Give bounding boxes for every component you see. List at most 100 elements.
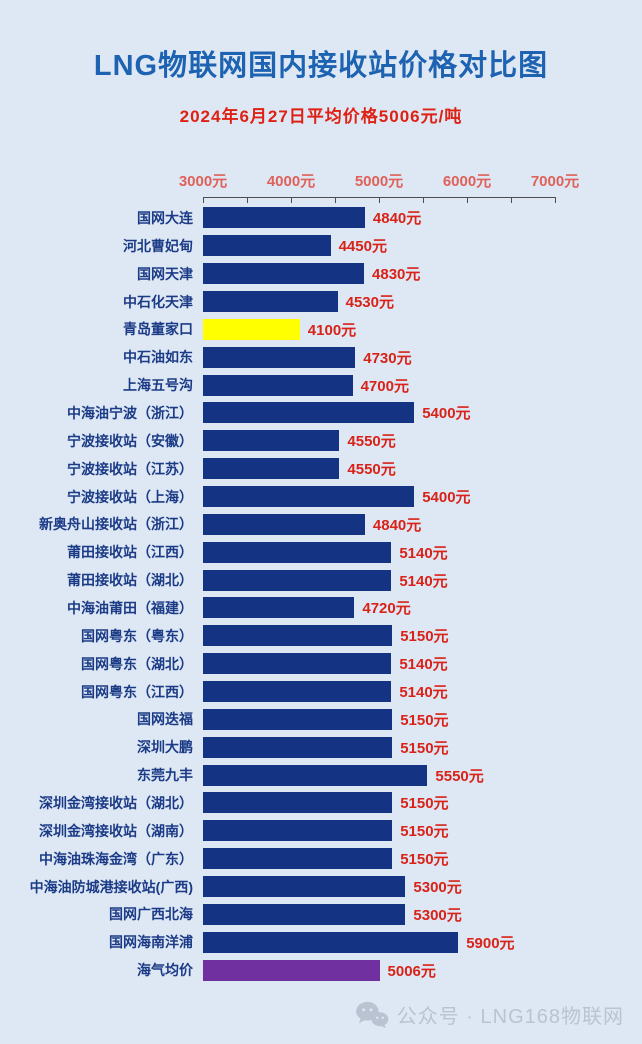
footer-text: 公众号 · LNG168物联网 bbox=[396, 1006, 624, 1028]
x-axis-tick-mark bbox=[247, 198, 248, 203]
bar bbox=[203, 291, 338, 312]
bar-label: 中海油莆田（福建） bbox=[67, 599, 193, 616]
bar-row: 国网粤东（粤东） 5150元 bbox=[0, 622, 642, 650]
bar-label: 国网粤东（粤东） bbox=[81, 627, 193, 644]
bar bbox=[203, 346, 356, 368]
bar bbox=[203, 625, 393, 647]
bar-row: 深圳大鹏 5150元 bbox=[0, 733, 642, 761]
bar-value: 4530元 bbox=[345, 294, 394, 311]
bar-row: 深圳金湾接收站（湖南） 5150元 bbox=[0, 817, 642, 845]
bar-value: 4720元 bbox=[362, 600, 411, 618]
bar-row: 中海油宁波（浙江） 5400元 bbox=[0, 399, 642, 427]
bar-label: 国网粤东（江西） bbox=[81, 683, 193, 700]
x-axis-tick-mark bbox=[423, 198, 424, 203]
bar bbox=[203, 876, 406, 898]
bar-label: 中石油如东 bbox=[123, 349, 193, 366]
bar-row: 中海油莆田（福建） 4720元 bbox=[0, 594, 642, 622]
bar bbox=[203, 207, 365, 229]
bar bbox=[203, 792, 393, 814]
bar bbox=[203, 708, 393, 730]
bar-row: 河北曹妃甸 4450元 bbox=[0, 232, 642, 260]
bar-value: 5140元 bbox=[399, 684, 448, 702]
bar-label: 东莞九丰 bbox=[137, 767, 193, 784]
bar-label: 莆田接收站（江西） bbox=[67, 544, 193, 561]
bar-label: 宁波接收站（安徽） bbox=[67, 432, 193, 449]
bar bbox=[203, 764, 428, 786]
bar-value: 4730元 bbox=[363, 349, 412, 367]
bar-label: 深圳金湾接收站（湖南） bbox=[39, 822, 193, 839]
bar-label: 国网海南洋浦 bbox=[109, 934, 193, 951]
bar bbox=[203, 486, 415, 508]
bar-label: 河北曹妃甸 bbox=[123, 237, 193, 254]
bar-value: 5140元 bbox=[399, 544, 448, 562]
bar-value: 5150元 bbox=[400, 851, 449, 869]
x-axis-tick-mark bbox=[555, 198, 556, 203]
bar-row: 中海油珠海金湾（广东） 5150元 bbox=[0, 845, 642, 873]
bar-row: 莆田接收站（湖北） 5140元 bbox=[0, 566, 642, 594]
bar-row: 国网天津 4830元 bbox=[0, 260, 642, 288]
bar bbox=[203, 931, 459, 953]
bar-row: 莆田接收站（江西） 5140元 bbox=[0, 538, 642, 566]
bar-row: 宁波接收站（上海） 5400元 bbox=[0, 483, 642, 511]
bar-value: 4550元 bbox=[347, 461, 396, 479]
bar bbox=[203, 263, 365, 285]
bar-row: 中石油如东 4730元 bbox=[0, 343, 642, 371]
bar-label: 国网粤东（湖北） bbox=[81, 655, 193, 672]
bar-value: 5900元 bbox=[466, 934, 515, 952]
x-axis-tick-mark bbox=[379, 198, 380, 203]
bar-label: 国网迭福 bbox=[137, 711, 193, 728]
bar bbox=[203, 736, 393, 758]
bar-row: 东莞九丰 5550元 bbox=[0, 761, 642, 789]
bar-value: 5400元 bbox=[422, 405, 471, 423]
bar bbox=[203, 903, 406, 925]
bar-label: 国网大连 bbox=[137, 209, 193, 226]
bar bbox=[203, 374, 353, 396]
bar-row: 国网广西北海 5300元 bbox=[0, 900, 642, 928]
x-axis-tick-label: 7000元 bbox=[530, 173, 580, 190]
x-axis-tick-mark bbox=[335, 198, 336, 203]
bar-value: 5150元 bbox=[400, 628, 449, 646]
x-axis-tick-mark bbox=[511, 198, 512, 203]
bar-value: 4550元 bbox=[347, 433, 396, 451]
bar bbox=[203, 318, 300, 340]
bar-value: 5400元 bbox=[422, 489, 471, 507]
bar bbox=[203, 458, 340, 480]
bar-row: 国网粤东（湖北） 5140元 bbox=[0, 650, 642, 678]
x-axis-tick-labels: 3000元 4000元 5000元 6000元 7000元 bbox=[179, 170, 579, 190]
x-axis-line bbox=[203, 197, 556, 203]
bar-rows: 国网大连 4840元 河北曹妃甸 4450元 国网天津 4830元 中石化天津 … bbox=[0, 204, 642, 984]
bar bbox=[203, 653, 392, 675]
bar-label: 宁波接收站（上海） bbox=[67, 488, 193, 505]
bar-row: 宁波接收站（安徽） 4550元 bbox=[0, 427, 642, 455]
x-axis-tick-mark bbox=[203, 198, 204, 203]
bar-label: 宁波接收站（江苏） bbox=[67, 460, 193, 477]
bar-row: 新奥舟山接收站（浙江） 4840元 bbox=[0, 510, 642, 538]
x-axis-tick-label: 5000元 bbox=[354, 173, 404, 190]
bar-row: 青岛董家口 4100元 bbox=[0, 315, 642, 343]
bar-value: 4830元 bbox=[372, 266, 421, 284]
bar-row: 国网海南洋浦 5900元 bbox=[0, 928, 642, 956]
bar-value: 5150元 bbox=[400, 711, 449, 729]
bar bbox=[203, 848, 393, 870]
chart-subtitle: 2024年6月27日平均价格5006元/吨 bbox=[179, 107, 463, 126]
wechat-icon bbox=[355, 1001, 389, 1029]
chart-title: LNG物联网国内接收站价格对比图 bbox=[93, 50, 549, 82]
bar-value: 4840元 bbox=[372, 210, 422, 228]
bar bbox=[203, 820, 393, 842]
bar-value: 5150元 bbox=[400, 823, 449, 841]
bar-label: 中海油宁波（浙江） bbox=[67, 404, 193, 421]
bar bbox=[203, 569, 392, 591]
bar-value: 5300元 bbox=[413, 906, 462, 924]
bar bbox=[203, 597, 355, 619]
bar-label: 中石化天津 bbox=[123, 293, 193, 310]
bar-label: 国网天津 bbox=[137, 265, 193, 282]
footer-watermark: 公众号 · LNG168物联网 bbox=[355, 1000, 624, 1029]
x-axis-tick-mark bbox=[467, 198, 468, 203]
bar-row: 国网迭福 5150元 bbox=[0, 705, 642, 733]
bar bbox=[203, 513, 365, 535]
bar-label: 中海油防城港接收站(广西) bbox=[29, 878, 193, 895]
bar-value: 5150元 bbox=[400, 795, 449, 813]
bar-row: 国网大连 4840元 bbox=[0, 204, 642, 232]
bar-value: 5300元 bbox=[413, 879, 462, 897]
